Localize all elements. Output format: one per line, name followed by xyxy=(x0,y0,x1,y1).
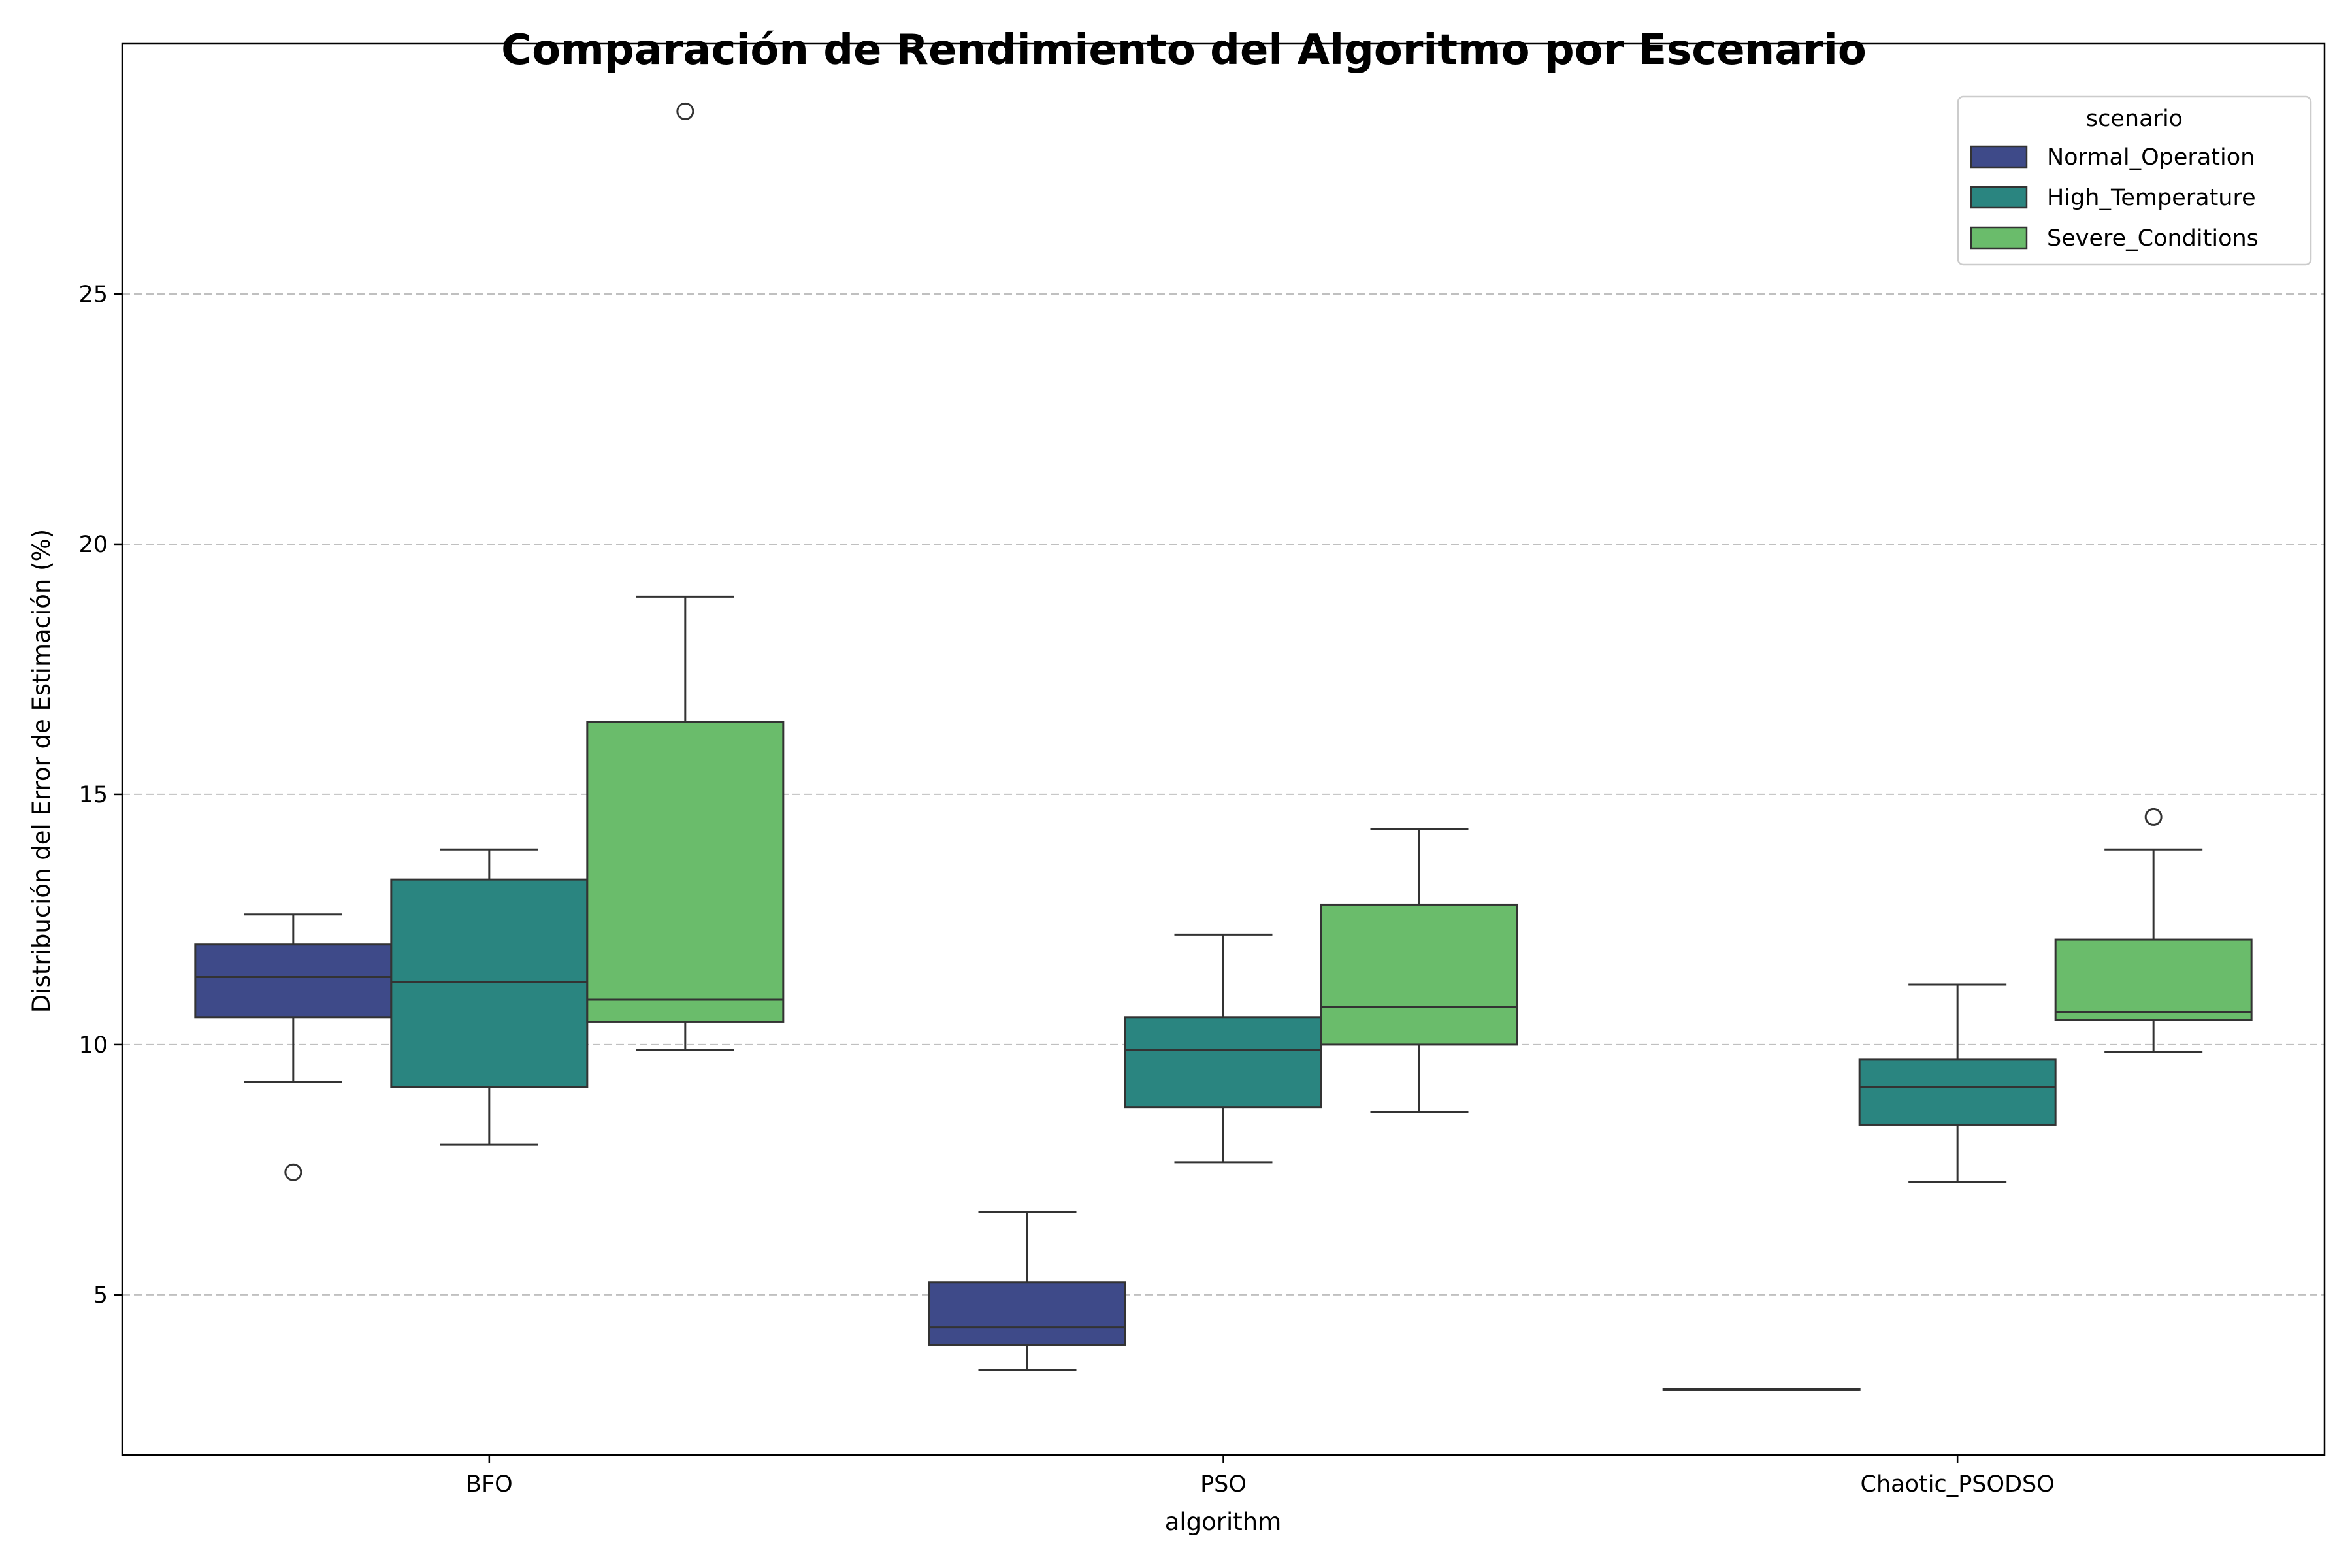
legend-label: Severe_Conditions xyxy=(2047,225,2259,252)
chart-title: Comparación de Rendimiento del Algoritmo… xyxy=(501,26,1867,74)
x-tick-label-Chaotic_PSODSO: Chaotic_PSODSO xyxy=(1861,1471,2055,1497)
outlier-point-0 xyxy=(676,102,694,120)
box-Normal_Operation-Chaotic_PSODSO xyxy=(1662,1388,1861,1391)
legend-frame xyxy=(1957,95,2312,266)
legend-swatch xyxy=(1970,145,2028,169)
box-iqr xyxy=(1858,1058,2057,1126)
y-axis: 5 10 15 20 25 xyxy=(78,282,122,1309)
box-High_Temperature-BFO xyxy=(390,848,589,1146)
box-Normal_Operation-BFO xyxy=(194,913,393,1181)
x-tick-label-BFO: BFO xyxy=(466,1471,513,1497)
box-iqr xyxy=(586,721,785,1023)
box-iqr xyxy=(1124,1016,1322,1109)
box-iqr xyxy=(1320,903,1518,1046)
legend-item-Severe_Conditions: Severe_Conditions xyxy=(1970,225,2259,252)
legend-items: Normal_Operation High_Temperature Severe_C… xyxy=(1970,144,2259,252)
box-iqr xyxy=(928,1281,1126,1346)
legend-label: High_Temperature xyxy=(2047,185,2256,211)
y-axis-label: Distribución del Error de Estimación (%) xyxy=(27,529,56,1013)
outlier-point-0 xyxy=(284,1163,302,1181)
box-Severe_Conditions-BFO xyxy=(586,102,785,1051)
legend-label: Normal_Operation xyxy=(2047,144,2255,171)
box-iqr xyxy=(390,878,589,1088)
boxes-layer xyxy=(194,102,2253,1391)
box-iqr xyxy=(2054,938,2253,1021)
legend-title: scenario xyxy=(2086,106,2183,132)
outlier-point-0 xyxy=(2144,808,2163,826)
x-axis-label: algorithm xyxy=(1165,1508,1282,1536)
y-tick-label-20: 20 xyxy=(78,532,108,558)
legend: scenario Normal_Operation High_Temperatur… xyxy=(1957,95,2312,266)
box-Severe_Conditions-PSO xyxy=(1320,828,1518,1113)
legend-item-High_Temperature: High_Temperature xyxy=(1970,185,2256,211)
y-tick-label-15: 15 xyxy=(78,782,108,808)
x-tick-label-PSO: PSO xyxy=(1200,1471,1247,1497)
legend-swatch xyxy=(1970,186,2028,209)
y-tick-label-5: 5 xyxy=(93,1282,108,1309)
y-tick-label-25: 25 xyxy=(78,282,108,308)
box-High_Temperature-Chaotic_PSODSO xyxy=(1858,983,2057,1184)
box-iqr xyxy=(194,943,393,1019)
y-tick-label-10: 10 xyxy=(78,1032,108,1058)
box-Severe_Conditions-Chaotic_PSODSO xyxy=(2054,808,2253,1053)
box-Normal_Operation-PSO xyxy=(928,1211,1126,1371)
legend-item-Normal_Operation: Normal_Operation xyxy=(1970,144,2255,171)
x-axis: BFO PSO Chaotic_PSODSO xyxy=(466,1455,2055,1497)
legend-swatch xyxy=(1970,226,2028,250)
box-High_Temperature-PSO xyxy=(1124,933,1322,1164)
